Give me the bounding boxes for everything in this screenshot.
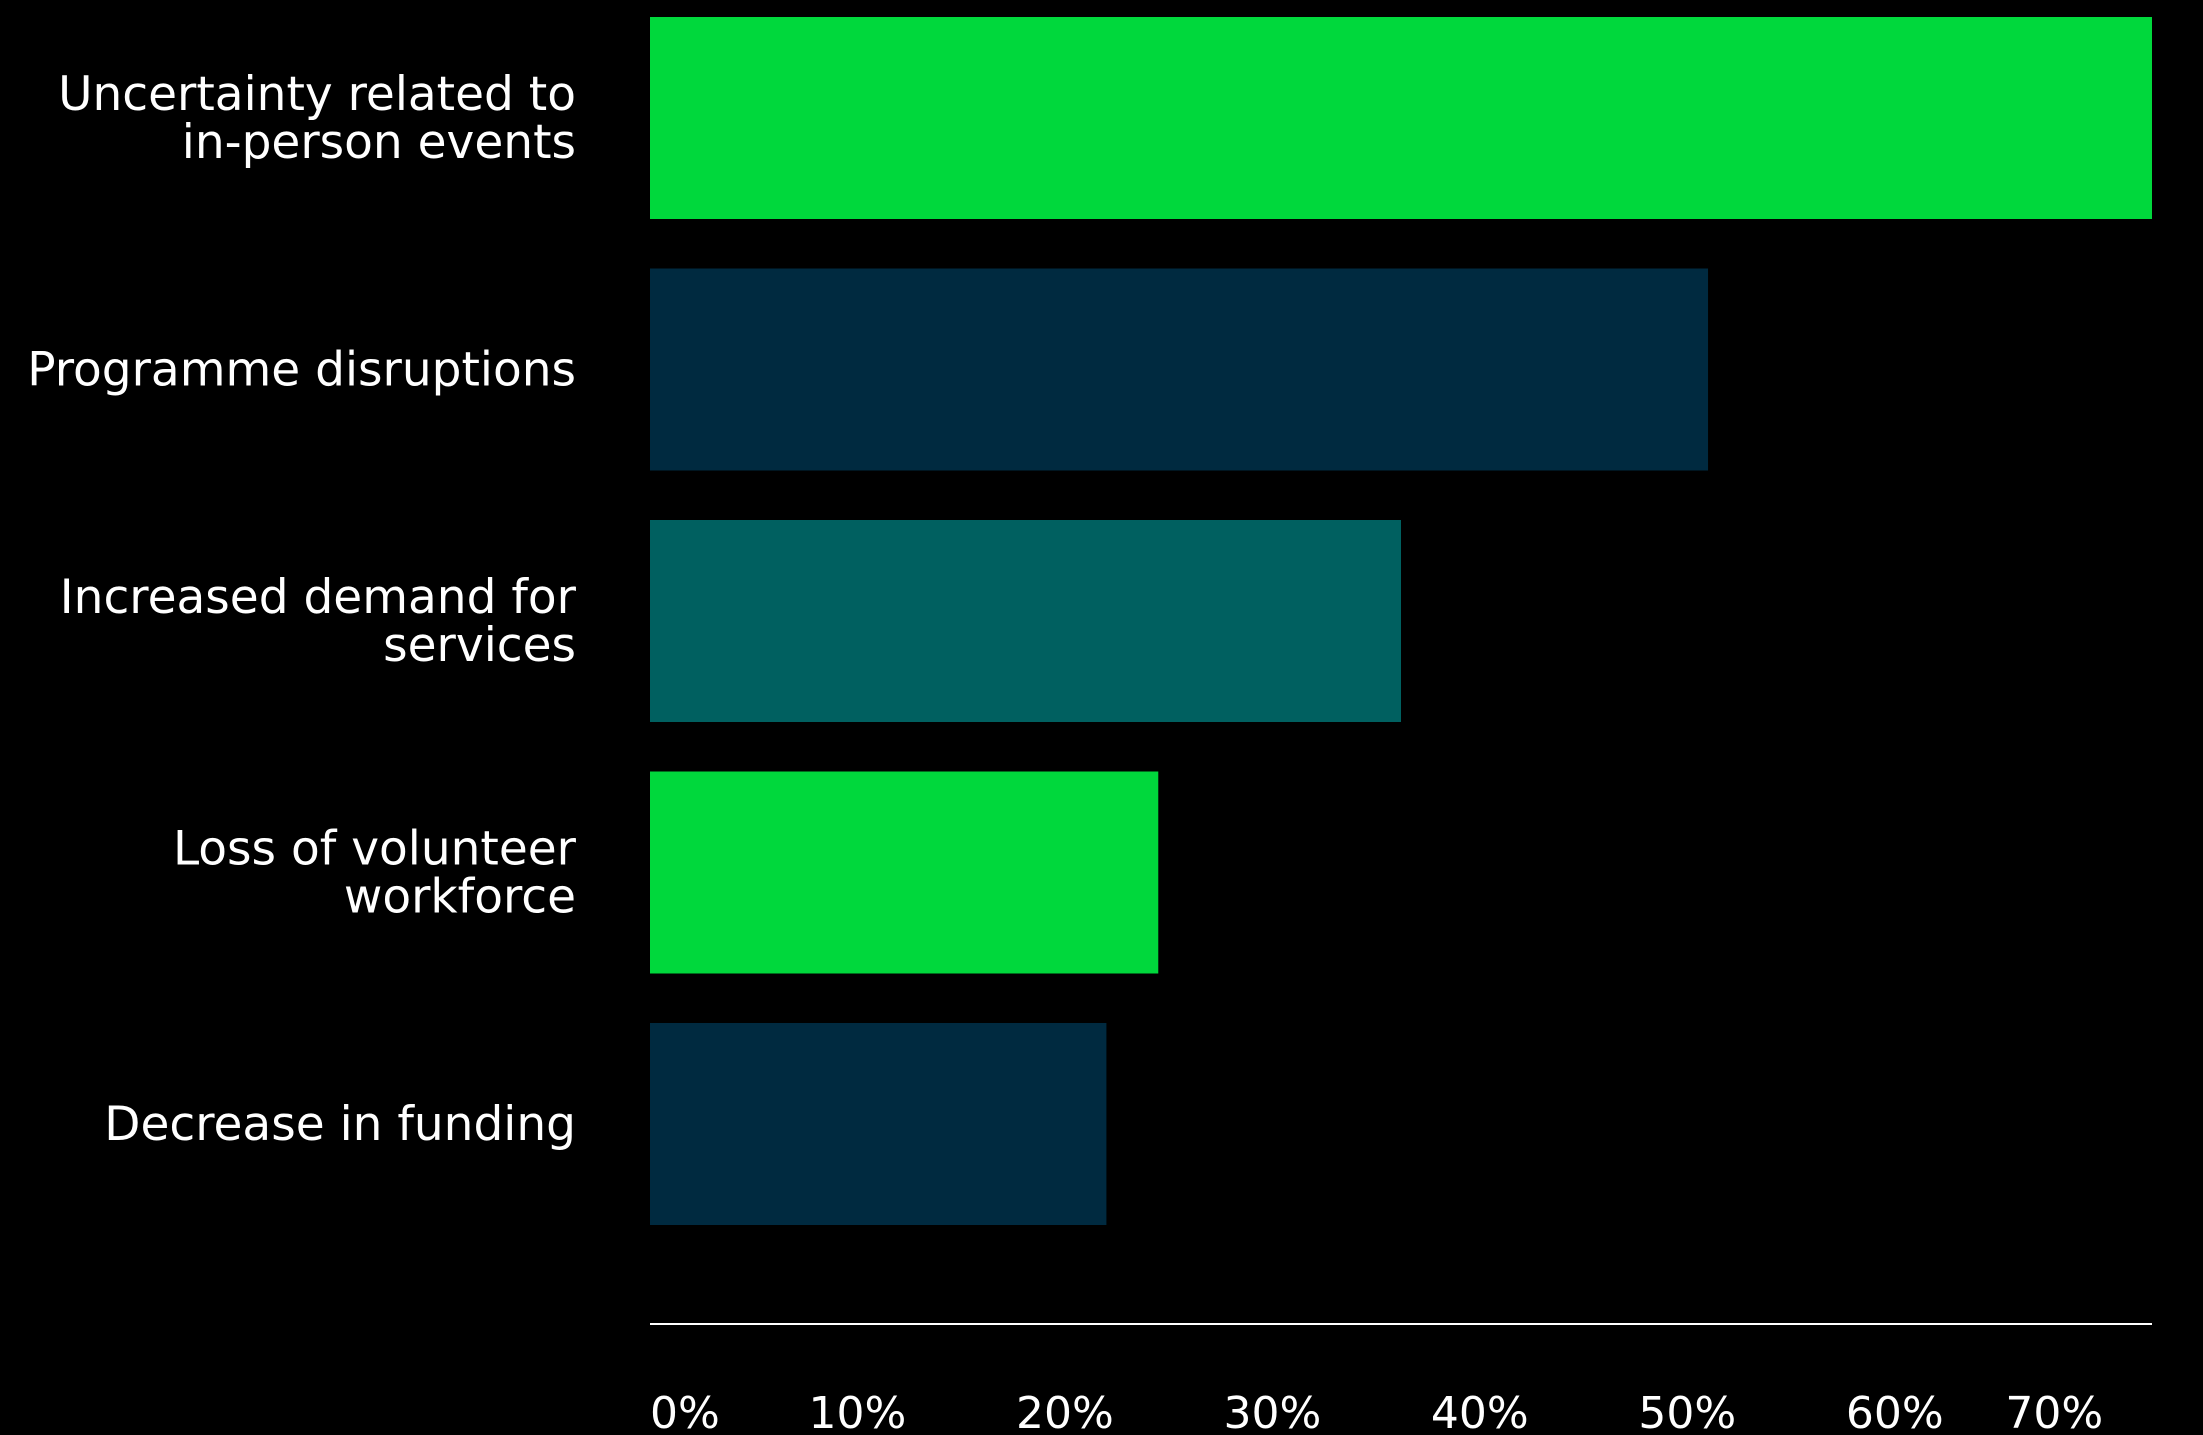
x-tick-label: 10% xyxy=(809,1388,907,1435)
category-label: Uncertainty related to in-person events xyxy=(58,67,576,170)
category-label-line: Loss of volunteer xyxy=(173,822,577,877)
bar xyxy=(650,771,1159,974)
category-label-line: Increased demand for xyxy=(60,570,577,625)
x-tick-label: 60% xyxy=(1846,1388,1944,1435)
category-label: Increased demand for services xyxy=(60,570,577,673)
category-label: Programme disruptions xyxy=(27,343,576,398)
x-tick-label: 0% xyxy=(650,1388,720,1435)
category-labels-group: Uncertainty related to in-person events Pr… xyxy=(27,67,576,1152)
x-tick-label: 40% xyxy=(1431,1388,1529,1435)
bar xyxy=(650,268,1709,471)
bar xyxy=(650,520,1401,722)
category-label-line: in-person events xyxy=(182,115,576,170)
x-tick-label: 30% xyxy=(1223,1388,1321,1435)
category-label-line: services xyxy=(383,618,576,673)
category-label-line: Decrease in funding xyxy=(104,1097,576,1152)
x-tick-label: 70% xyxy=(2005,1388,2103,1435)
bar xyxy=(650,1023,1107,1225)
category-label-line: Uncertainty related to xyxy=(58,67,576,122)
x-tick-label: 50% xyxy=(1638,1388,1736,1435)
x-tick-label: 20% xyxy=(1016,1388,1114,1435)
category-label-line: workforce xyxy=(344,870,576,925)
category-label-line: Programme disruptions xyxy=(27,343,576,398)
category-label: Loss of volunteer workforce xyxy=(173,822,577,925)
category-label: Decrease in funding xyxy=(104,1097,576,1152)
bars-group xyxy=(650,17,2152,1225)
x-tick-labels-group: 0% 10% 20% 30% 40% 50% 60% 70% xyxy=(650,1388,2103,1435)
bar xyxy=(650,17,2152,219)
